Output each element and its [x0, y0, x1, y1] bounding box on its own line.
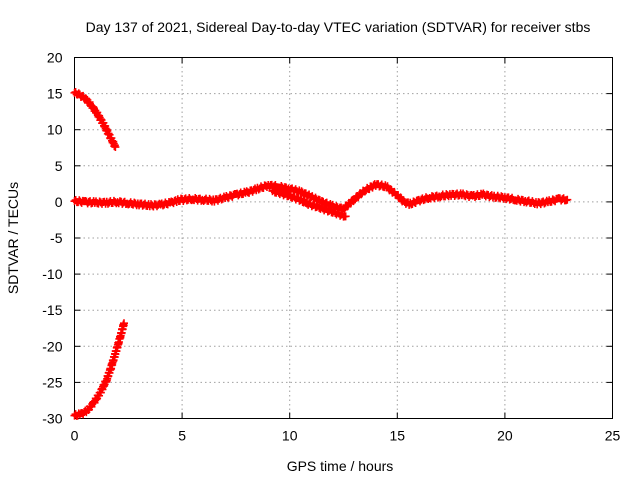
data-point: [111, 143, 120, 152]
series-lower-rise: [70, 319, 128, 420]
data-point: [81, 94, 90, 103]
y-tick-label: -30: [42, 411, 62, 427]
plot-frame: [74, 57, 613, 419]
series-main-track: [70, 180, 572, 214]
x-tick-labels: 0 5 10 15 20 25: [71, 428, 621, 444]
x-tick-label: 25: [605, 428, 621, 444]
y-tick-label: -5: [50, 230, 63, 246]
y-tick-label: -20: [42, 338, 62, 354]
series-secondary-track: [268, 186, 350, 221]
x-axis-label: GPS time / hours: [287, 458, 394, 474]
y-tick-label: -25: [42, 374, 62, 390]
data-point: [119, 319, 128, 328]
y-tick-label: 5: [55, 158, 63, 174]
y-tick-label: 10: [47, 122, 63, 138]
x-tick-label: 20: [497, 428, 513, 444]
axis-ticks: [74, 57, 613, 419]
x-tick-label: 15: [390, 428, 406, 444]
y-tick-label: 15: [47, 86, 63, 102]
x-tick-label: 0: [71, 428, 79, 444]
data-point: [563, 195, 572, 204]
y-tick-label: -15: [42, 302, 62, 318]
y-tick-label: -10: [42, 266, 62, 282]
y-tick-labels: 20 15 10 5 0 -5 -10 -15 -20 -25 -30: [42, 50, 62, 427]
grid-lines: [74, 57, 613, 419]
y-tick-label: 0: [55, 194, 63, 210]
x-tick-label: 10: [282, 428, 298, 444]
x-tick-label: 5: [178, 428, 186, 444]
series-upper-decay: [70, 88, 120, 152]
y-axis-label: SDTVAR / TECUs: [5, 182, 21, 294]
data-series: [70, 88, 572, 420]
chart-title: Day 137 of 2021, Sidereal Day-to-day VTE…: [86, 19, 591, 35]
y-tick-label: 20: [47, 50, 63, 66]
data-point: [341, 212, 350, 221]
